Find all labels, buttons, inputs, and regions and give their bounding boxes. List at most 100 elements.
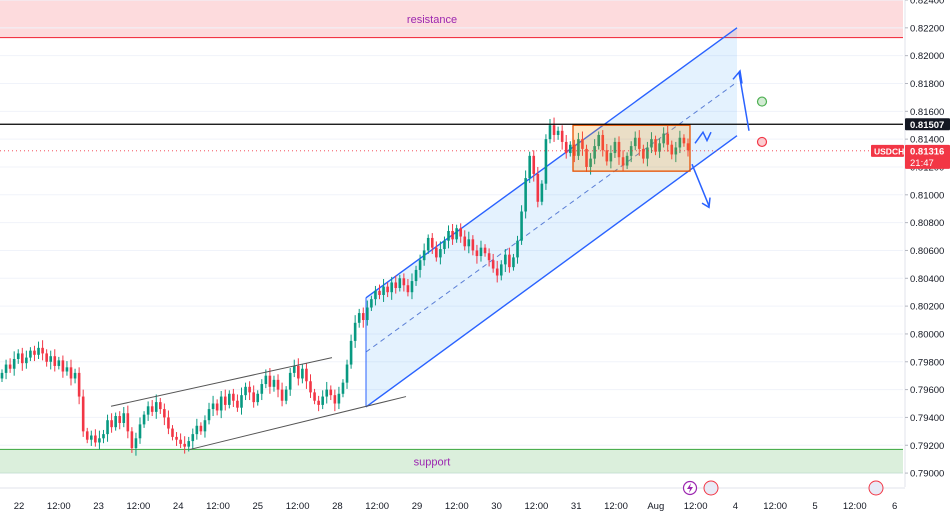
time-tick-label: 24 [173,501,184,512]
candle-body [12,358,16,369]
time-tick-label: 12:00 [445,501,469,512]
candle-body [102,434,105,439]
candle-body [195,425,199,435]
time-tick-label: 22 [14,501,25,512]
zones-layer: resistance support [0,0,903,474]
candle-body [61,360,65,372]
candle-body [426,237,430,251]
candle-body [670,144,674,155]
drawings-layer[interactable] [0,69,903,450]
candle-body [650,139,653,148]
candle-body [471,239,475,251]
price-tick-label: 0.82000 [910,51,944,62]
candle-body [280,389,284,401]
bearish-signal-icon[interactable] [756,136,768,148]
candle-body [199,425,203,432]
time-tick-label: 25 [253,501,264,512]
price-tick-label: 0.80600 [910,246,944,257]
candle-body [589,158,592,167]
price-axis-bg [905,0,950,514]
candle-body [163,409,166,418]
candle-body [605,150,609,162]
candle-body [642,148,645,159]
candle-body [621,157,625,166]
candle-body [90,435,93,440]
candle-body [203,420,207,432]
candle-body [402,278,406,286]
us-flag-icon[interactable] [703,480,719,496]
time-tick-label: 28 [332,501,343,512]
candle-body [406,285,410,293]
candle-body [374,290,377,300]
candle-body [564,141,568,154]
candle-body [150,406,154,412]
candle-body [341,382,345,394]
candle-body [215,403,219,411]
price-tick-label: 0.82200 [910,23,944,34]
bullish-path[interactable] [694,130,712,144]
channel-lower-line[interactable] [365,135,738,408]
time-axis-bg [0,488,950,515]
candle-body [118,416,122,423]
candle-body [179,439,182,444]
time-tick-label: 12:00 [286,501,310,512]
candle-body [292,365,296,373]
candle-body [337,393,341,404]
candle-body [378,290,381,295]
candle-body [8,364,12,369]
candle-body [601,134,605,151]
candle-body [475,250,479,257]
candle-body [495,268,499,276]
current-price-label: 0.81316 [910,146,944,157]
price-tick-label: 0.79400 [910,413,944,424]
candle-body [674,147,678,155]
bullish-signal-icon[interactable] [756,96,768,107]
time-axis[interactable]: 22 12:00 23 12:00 24 12:00 25 12:00 28 12:00 29 12:… [0,480,950,515]
us-flag-icon-2[interactable] [868,480,884,496]
candle-body [479,247,483,257]
candle-body [29,350,32,358]
price-tick-label: 0.79800 [910,357,944,368]
time-tick-label: 12:00 [206,501,230,512]
candle-body [487,253,491,261]
wedge-upper-line[interactable] [110,357,333,407]
grid-layer [0,0,903,474]
candle-body [297,365,300,379]
candle-body [353,322,357,341]
price-tick-label: 0.81400 [910,135,944,146]
candle-body [386,286,389,293]
candles-layer [0,117,690,456]
candle-body [451,230,454,240]
candle-body [349,340,353,365]
price-axis[interactable]: 0.82400 0.82200 0.82000 0.81800 0.81600 0.814… [871,0,950,514]
time-tick-label: 12:00 [365,501,389,512]
consolidation-box[interactable] [572,124,691,172]
bearish-arrow[interactable] [691,163,710,207]
candle-body [49,356,53,362]
candle-body [317,400,320,405]
candle-body [678,137,682,148]
time-tick-label: 30 [491,501,502,512]
candle-body [370,299,373,308]
candle-body [183,443,186,447]
candle-body [483,247,487,254]
candle-body [398,278,402,289]
candle-body [313,392,316,401]
candle-body [662,133,665,144]
price-tick-label: 0.80800 [910,218,944,229]
candle-body [272,379,276,387]
candle-body [73,372,77,379]
bullish-arrow[interactable] [738,72,750,131]
channel-median-line[interactable] [365,81,738,353]
time-tick-label: 23 [93,501,104,512]
wedge-lower-line[interactable] [189,396,407,450]
candle-body [637,137,641,149]
candle-body [65,367,69,372]
candle-body [560,130,564,142]
candle-body [264,375,268,385]
price-tick-label: 0.81800 [910,79,944,90]
trend-channel[interactable] [365,27,738,408]
candle-body [552,125,556,135]
